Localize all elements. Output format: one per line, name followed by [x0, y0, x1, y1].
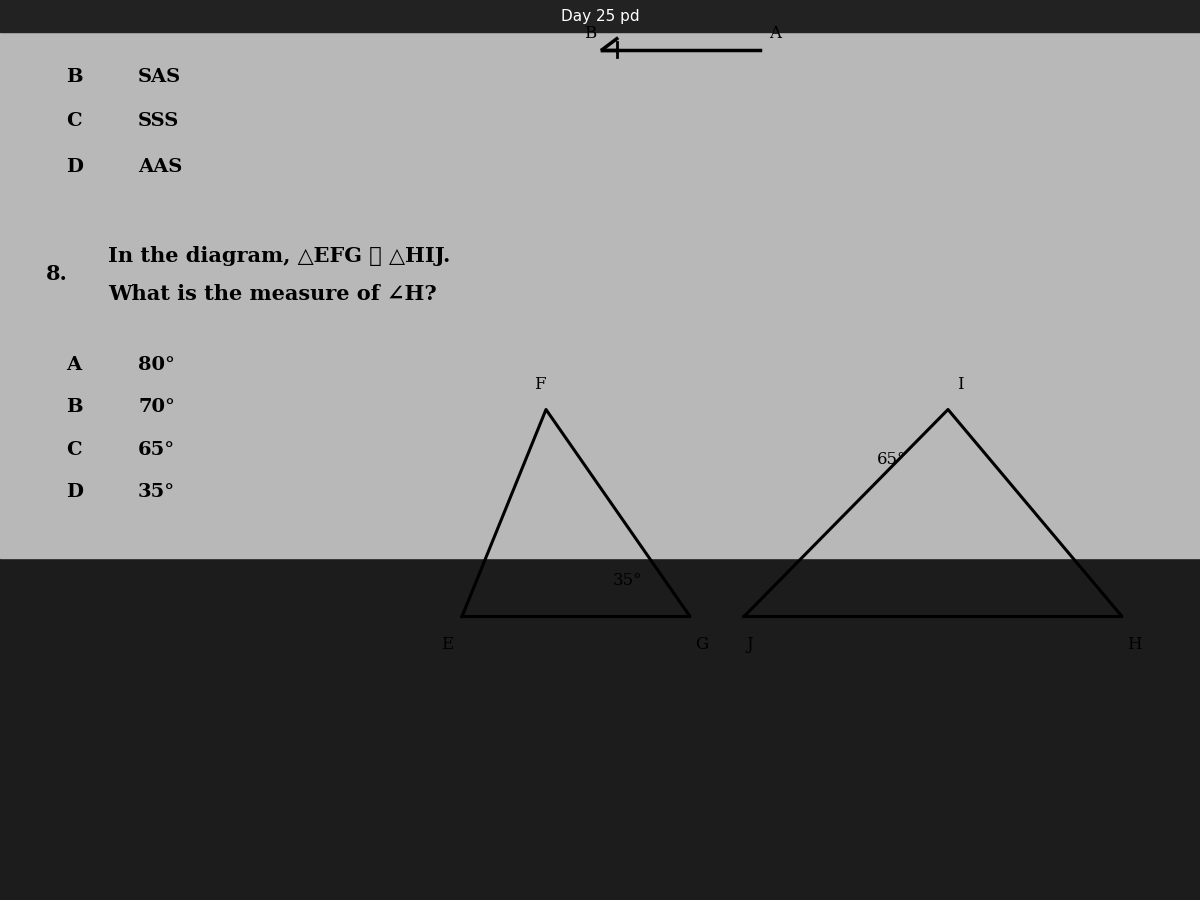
Text: SSS: SSS	[138, 112, 179, 130]
Bar	[0, 0, 1200, 32]
Text: In the diagram, △EFG ≅ △HIJ.: In the diagram, △EFG ≅ △HIJ.	[108, 247, 450, 266]
Text: Day 25 pd: Day 25 pd	[560, 9, 640, 23]
Text: 80°: 80°	[138, 356, 175, 373]
Text: D: D	[66, 483, 83, 501]
Text: G: G	[696, 636, 708, 653]
Text: B: B	[66, 398, 83, 416]
Bar	[0, 0, 1200, 558]
Text: 70°: 70°	[138, 398, 175, 416]
Text: 35°: 35°	[612, 572, 642, 589]
Text: B: B	[66, 68, 83, 86]
Text: SAS: SAS	[138, 68, 181, 86]
Text: J: J	[746, 636, 754, 653]
Text: 65°: 65°	[877, 451, 906, 467]
Text: H: H	[1127, 636, 1141, 653]
Text: A: A	[769, 25, 781, 42]
Text: 65°: 65°	[138, 441, 175, 459]
Text: C: C	[66, 441, 82, 459]
Text: 35°: 35°	[138, 483, 175, 501]
Text: B: B	[584, 25, 596, 42]
Text: AAS: AAS	[138, 158, 182, 176]
Text: E: E	[442, 636, 454, 653]
Text: C: C	[66, 112, 82, 130]
Text: A: A	[66, 356, 82, 373]
Text: I: I	[956, 376, 964, 393]
Text: What is the measure of ∠H?: What is the measure of ∠H?	[108, 284, 437, 304]
Text: 8.: 8.	[46, 265, 67, 284]
Text: F: F	[534, 376, 546, 393]
Text: D: D	[66, 158, 83, 176]
